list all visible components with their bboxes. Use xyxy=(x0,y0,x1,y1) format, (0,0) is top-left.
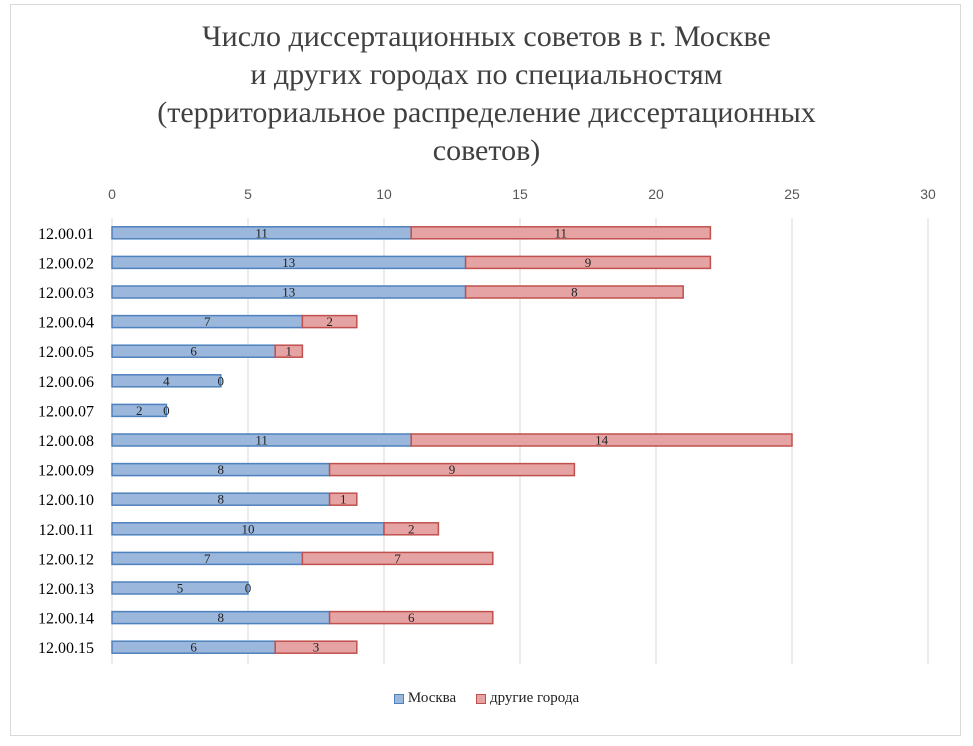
x-tick-label: 30 xyxy=(920,186,936,202)
x-tick-labels: 0 5 10 15 20 25 30 xyxy=(108,186,936,202)
data-label: 13 xyxy=(282,285,295,300)
data-label: 3 xyxy=(313,640,320,655)
bar-other-cities xyxy=(301,551,494,566)
bar-other-cities xyxy=(383,522,440,536)
data-label: 2 xyxy=(408,521,415,536)
chart-title-line-4: советов) xyxy=(432,134,541,167)
category-label: 12.00.02 xyxy=(38,255,94,272)
data-label: 5 xyxy=(177,581,184,596)
data-label: 1 xyxy=(286,344,293,359)
category-label: 12.00.03 xyxy=(38,285,94,302)
category-label: 12.00.11 xyxy=(39,522,94,539)
data-label: 9 xyxy=(449,462,456,477)
bar-moscow xyxy=(111,581,249,595)
bar-other-cities xyxy=(410,226,712,240)
data-label: 6 xyxy=(408,610,415,625)
data-label: 1 xyxy=(340,492,347,507)
x-tick-label: 15 xyxy=(512,186,528,202)
x-tick-label: 10 xyxy=(376,186,392,202)
x-tick-label: 25 xyxy=(784,186,800,202)
x-tick-label: 0 xyxy=(108,186,116,202)
legend-swatch-moscow xyxy=(393,693,404,704)
bar-other-cities xyxy=(410,433,793,447)
data-label: 7 xyxy=(394,551,401,566)
data-label: 8 xyxy=(571,285,578,300)
data-label: 14 xyxy=(595,433,609,448)
bar-other-cities xyxy=(301,314,358,329)
bar-other-cities xyxy=(274,344,304,358)
data-label: 6 xyxy=(190,640,197,655)
legend: Москва другие города xyxy=(0,690,973,709)
legend-item-moscow: Москва xyxy=(393,690,457,707)
category-label: 12.00.09 xyxy=(38,463,94,480)
data-label: 11 xyxy=(255,225,268,240)
bar-other-cities xyxy=(274,640,358,654)
category-label: 12.00.05 xyxy=(38,344,94,361)
bar-other-cities xyxy=(328,462,576,477)
x-tick-label: 5 xyxy=(244,186,252,202)
chart-title-line-2: и других городах по специальностям xyxy=(250,58,723,91)
category-label: 12.00.15 xyxy=(38,640,94,657)
chart-title-line-1: Число диссертационных советов в г. Москв… xyxy=(202,20,771,53)
data-label: 8 xyxy=(218,610,225,625)
data-label: 13 xyxy=(282,255,295,270)
data-label: 11 xyxy=(555,225,568,240)
bar-other-cities xyxy=(464,285,684,299)
bar-other-cities xyxy=(328,610,494,625)
category-label: 12.00.13 xyxy=(38,581,94,598)
bar-other-cities xyxy=(464,255,712,270)
legend-label-other-cities: другие города xyxy=(489,690,580,706)
category-label: 12.00.08 xyxy=(38,433,94,450)
data-label: 7 xyxy=(204,551,211,566)
data-label: 0 xyxy=(218,373,225,388)
data-label: 2 xyxy=(136,403,143,418)
category-label: 12.00.14 xyxy=(38,611,94,628)
chart-title: Число диссертационных советов в г. Москв… xyxy=(0,18,973,170)
data-label: 7 xyxy=(204,314,211,329)
data-label: 4 xyxy=(163,373,170,388)
data-label: 6 xyxy=(190,344,197,359)
bar-moscow xyxy=(111,403,168,418)
category-label: 12.00.12 xyxy=(38,551,94,568)
data-label: 10 xyxy=(242,521,255,536)
bar-other-cities xyxy=(328,492,358,506)
data-label: 2 xyxy=(326,314,333,329)
bar-moscow xyxy=(111,374,222,388)
data-label: 0 xyxy=(245,581,252,596)
x-tick-label: 20 xyxy=(648,186,664,202)
category-labels: 12.00.01 12.00.02 12.00.03 12.00.04 12.00.05… xyxy=(38,226,94,657)
legend-label-moscow: Москва xyxy=(407,690,457,706)
data-label: 8 xyxy=(218,462,225,477)
category-label: 12.00.01 xyxy=(38,226,94,243)
data-label: 11 xyxy=(255,433,268,448)
category-label: 12.00.04 xyxy=(38,315,94,332)
legend-item-other-cities: другие города xyxy=(475,690,580,707)
data-label: 8 xyxy=(218,492,225,507)
data-label: 0 xyxy=(163,403,170,418)
category-label: 12.00.10 xyxy=(38,492,94,509)
chart-title-line-3: (территориальное распределение диссертац… xyxy=(157,96,816,129)
legend-swatch-other-cities xyxy=(475,693,486,704)
data-label: 9 xyxy=(585,255,592,270)
category-label: 12.00.07 xyxy=(38,403,94,420)
category-label: 12.00.06 xyxy=(38,374,94,391)
